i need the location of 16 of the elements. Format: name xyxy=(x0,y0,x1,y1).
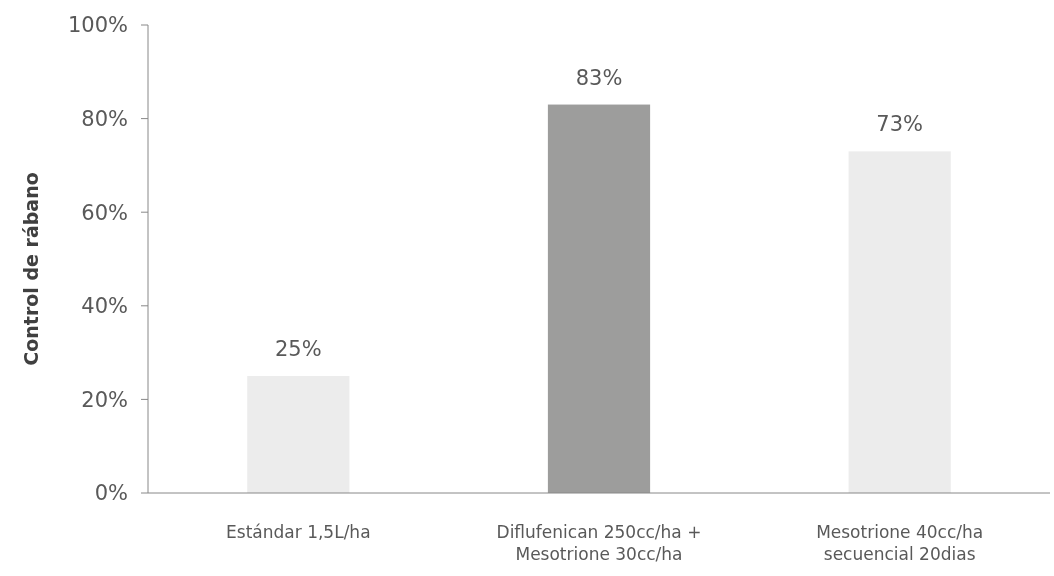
y-axis-title: Control de rábano xyxy=(20,172,42,366)
x-tick-label: Diflufenican 250cc/ha + Mesotrione 30cc/ha xyxy=(496,522,702,564)
bar xyxy=(848,151,951,493)
data-label: 25% xyxy=(274,337,322,361)
data-label: 83% xyxy=(575,65,623,90)
x-tick-label: Estándar 1,5L/ha xyxy=(226,522,371,542)
y-tick-label: 0% xyxy=(94,481,128,506)
bar xyxy=(247,376,350,493)
data-label: 73% xyxy=(876,112,924,137)
y-tick-label: 80% xyxy=(81,106,128,131)
x-tick-label: Mesotrione 40cc/ha secuencial 20dias xyxy=(816,522,984,564)
y-tick-label: 60% xyxy=(81,200,128,225)
bar xyxy=(547,104,651,493)
y-tick-label: 20% xyxy=(81,387,128,412)
y-tick-label: 40% xyxy=(81,294,128,319)
y-tick-label: 100% xyxy=(67,13,128,38)
